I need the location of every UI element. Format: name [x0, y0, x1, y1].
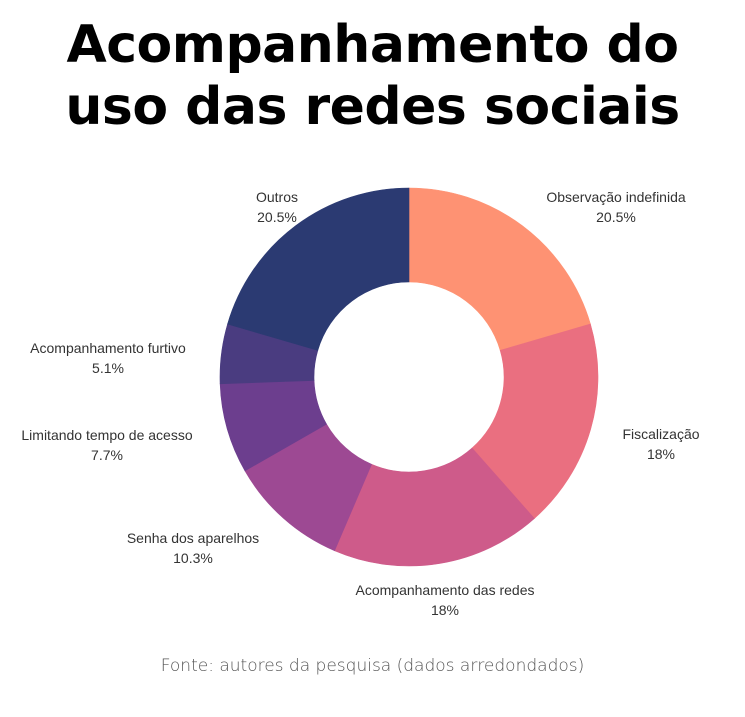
slice-value: 20.5%	[257, 209, 297, 225]
slice-outros	[227, 187, 410, 351]
slice-name: Fiscalização	[622, 426, 699, 442]
slice-label-acompanhamento-furtivo: Acompanhamento furtivo 5.1%	[30, 340, 186, 376]
slice-value: 7.7%	[91, 447, 123, 463]
slice-value: 18%	[647, 446, 675, 462]
slice-label-senha-dos-aparelhos: Senha dos aparelhos 10.3%	[127, 530, 259, 566]
slice-name: Observação indefinida	[546, 189, 686, 205]
slice-name: Limitando tempo de acesso	[21, 427, 192, 443]
slice-label-acompanhamento-das-redes: Acompanhamento das redes 18%	[356, 582, 535, 618]
source-note: Fonte: autores da pesquisa (dados arredo…	[160, 656, 585, 676]
slice-label-observacao-indefinida: Observação indefinida 20.5%	[546, 189, 686, 225]
chart-title-line-2: uso das redes sociais	[65, 77, 680, 137]
chart-title-line-1: Acompanhamento do	[66, 15, 679, 75]
slice-labels: Observação indefinida 20.5% Fiscalização 18…	[21, 189, 699, 618]
slice-name: Acompanhamento das redes	[356, 582, 535, 598]
slice-value: 5.1%	[92, 360, 124, 376]
slice-label-fiscalizacao: Fiscalização 18%	[622, 426, 699, 462]
slice-value: 18%	[431, 602, 459, 618]
donut-slices	[219, 187, 599, 567]
slice-acompanhamento-das-redes	[334, 447, 535, 567]
slice-label-outros: Outros 20.5%	[256, 189, 298, 225]
slice-name: Acompanhamento furtivo	[30, 340, 186, 356]
slice-name: Outros	[256, 189, 298, 205]
chart-title: Acompanhamento do uso das redes sociais	[0, 14, 745, 138]
slice-observacao-indefinida	[408, 187, 591, 351]
slice-name: Senha dos aparelhos	[127, 530, 259, 546]
slice-value: 10.3%	[173, 550, 213, 566]
slice-label-limitando-tempo-de-acesso: Limitando tempo de acesso 7.7%	[21, 427, 192, 463]
slice-fiscalizacao	[471, 323, 599, 519]
slice-value: 20.5%	[596, 209, 636, 225]
